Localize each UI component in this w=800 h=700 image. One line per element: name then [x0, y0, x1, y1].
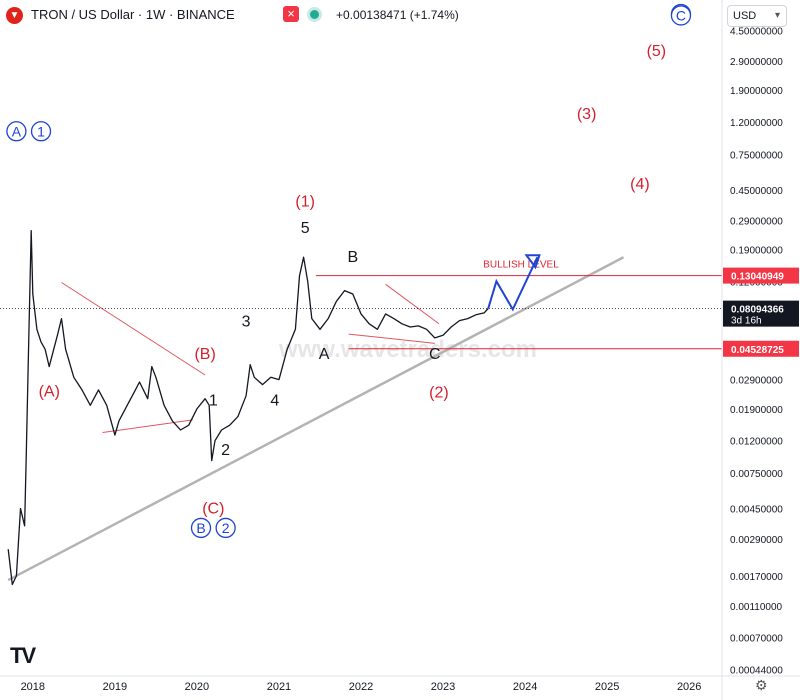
- triangle-line-0: [61, 282, 206, 376]
- y-tick-label: 0.29000000: [730, 216, 783, 227]
- status-dot-icon: [310, 10, 319, 19]
- symbol-title[interactable]: TRON / US Dollar · 1W · BINANCE: [31, 7, 235, 22]
- wave-label-2: (A): [39, 383, 60, 400]
- price-tag-label-1: 0.08094366: [731, 305, 784, 316]
- wave-label-8: 2: [222, 520, 230, 536]
- wave-label-16: (2): [429, 385, 449, 402]
- wave-circle-7: [190, 517, 212, 539]
- x-tick-label-2026: 2026: [677, 681, 701, 693]
- close-icon[interactable]: ×: [283, 6, 299, 22]
- x-tick-label-2021: 2021: [267, 681, 291, 693]
- y-tick-label: 0.00170000: [730, 572, 783, 583]
- x-tick-label-2020: 2020: [185, 681, 209, 693]
- price-change: +0.00138471 (+1.74%): [336, 8, 459, 22]
- y-tick-label: 0.00750000: [730, 469, 783, 480]
- x-axis: 2018 2019 2020 2021 2022 2023 2024 2025 2026: [0, 675, 800, 693]
- price-tag-label-2: 0.04528725: [731, 345, 784, 356]
- triangle-line-3: [348, 333, 435, 344]
- price-tag-0: [723, 267, 799, 284]
- price-tag-2: [723, 340, 799, 357]
- x-tick-label-2023: 2023: [431, 681, 455, 693]
- y-tick-label: 0.45000000: [730, 186, 783, 197]
- y-tick-label: 0.75000000: [730, 151, 783, 162]
- wave-label-15: C: [429, 346, 441, 363]
- wave-circle-0: [6, 121, 27, 142]
- y-tick-label: 0.02900000: [730, 376, 783, 387]
- gear-icon[interactable]: ⚙: [755, 677, 768, 693]
- wave-circle-21: [670, 5, 692, 26]
- wave-circle-1: [30, 121, 52, 142]
- chevron-down-icon: ▾: [774, 10, 780, 21]
- x-tick-label-2024: 2024: [513, 681, 537, 693]
- wave-label-1: 1: [37, 123, 45, 139]
- price-series-line: [7, 229, 489, 586]
- wave-label-6: (C): [202, 501, 224, 518]
- projection-path: [487, 256, 539, 312]
- chart-header: ▼ TRON / US Dollar · 1W · BINANCE × +0.0…: [0, 0, 722, 32]
- y-axis: 4.50000000 2.90000000 1.90000000 1.20000000…: [721, 0, 799, 700]
- wave-label-12: (1): [295, 194, 315, 211]
- x-tick-label-2018: 2018: [21, 681, 45, 693]
- x-tick-label-2019: 2019: [103, 681, 127, 693]
- wave-label-19: (5): [647, 43, 667, 60]
- wave-label-11: 5: [301, 220, 310, 237]
- wave-label-3: (B): [194, 346, 215, 363]
- triangle-line-1: [102, 419, 193, 434]
- y-tick-label: 0.01900000: [730, 405, 783, 416]
- wave-circle-8: [215, 517, 236, 539]
- x-tick-label-2025: 2025: [595, 681, 619, 693]
- y-tick-label: 0.01200000: [730, 437, 783, 448]
- wave-label-14: B: [347, 249, 358, 266]
- y-tick-label: 1.20000000: [730, 118, 783, 129]
- wave-label-9: 3: [242, 314, 251, 331]
- wave-label-7: B: [196, 520, 205, 536]
- support-trendline: [7, 256, 625, 582]
- y-tick-label: 2.90000000: [730, 57, 783, 68]
- y-tick-label: 0.00290000: [730, 535, 783, 546]
- currency-select[interactable]: USD ▾: [727, 5, 787, 27]
- currency-label: USD: [733, 10, 757, 22]
- bullish-level-label: BULLISH LEVEL: [483, 260, 559, 271]
- y-tick-label: 1.90000000: [730, 86, 783, 97]
- wave-label-21: C: [676, 7, 686, 23]
- wave-label-4: 1: [209, 392, 218, 409]
- wave-label-10: 4: [270, 392, 279, 409]
- wave-label-0: A: [12, 123, 22, 139]
- y-tick-label: 0.19000000: [730, 246, 783, 257]
- price-tag-sub-1: 3d 16h: [731, 316, 762, 327]
- triangle-line-2: [385, 283, 440, 325]
- price-tag-1: [723, 300, 799, 327]
- tradingview-logo-icon[interactable]: TV: [10, 643, 36, 668]
- x-tick-label-2022: 2022: [349, 681, 373, 693]
- tron-logo-icon: ▼: [6, 7, 23, 24]
- y-tick-label: 0.00110000: [730, 602, 783, 613]
- wave-label-18: (4): [630, 176, 650, 193]
- wave-label-5: 2: [221, 442, 230, 459]
- y-tick-label: 0.00070000: [730, 633, 783, 644]
- y-tick-label: 0.00044000: [730, 665, 783, 676]
- wave-label-17: (3): [577, 106, 597, 123]
- y-tick-label: 4.50000000: [730, 27, 783, 38]
- y-tick-label: 0.00450000: [730, 505, 783, 516]
- projection-arrowhead: [524, 254, 541, 270]
- price-tag-label-0: 0.13040949: [731, 272, 784, 283]
- wave-label-13: A: [319, 346, 330, 363]
